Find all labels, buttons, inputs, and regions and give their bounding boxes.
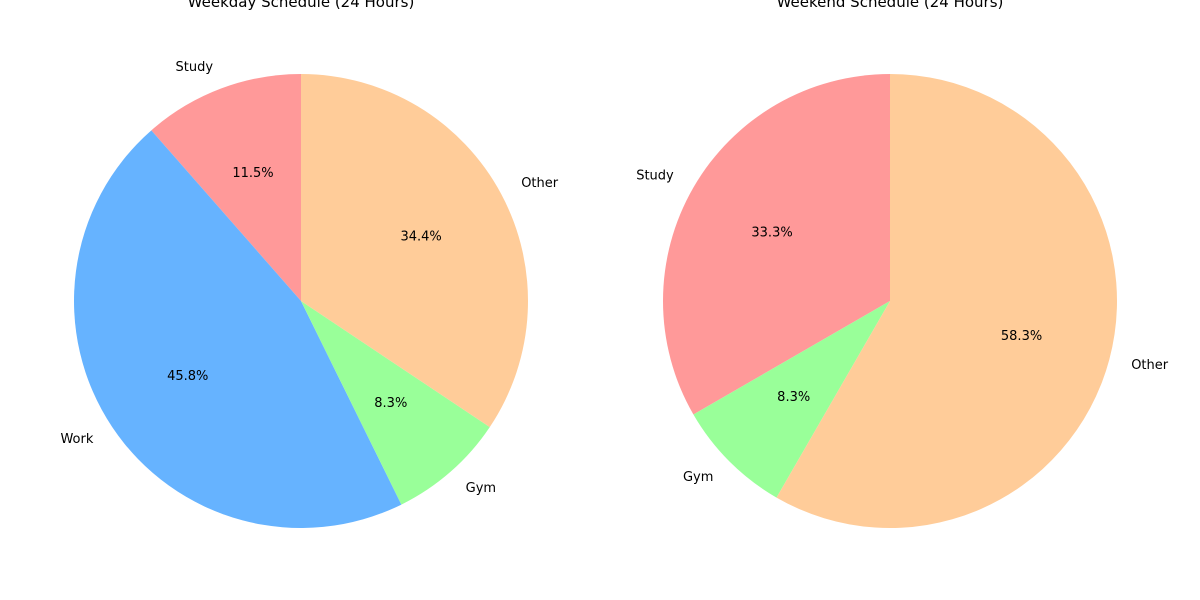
- weekday-label-other: Other: [521, 176, 559, 191]
- weekday-percent-gym: 8.3%: [374, 396, 407, 411]
- weekend-pie-slices: Study 33.3% Gym 8.3% Other 58.3%: [636, 74, 1169, 528]
- weekday-percent-study: 11.5%: [232, 166, 273, 181]
- weekday-label-study: Study: [175, 60, 213, 75]
- weekday-slice-study: [151, 74, 301, 301]
- weekday-slice-work: [74, 130, 402, 528]
- weekend-percent-gym: 8.3%: [777, 390, 810, 405]
- weekend-label-other: Other: [1131, 358, 1169, 373]
- weekday-pie-chart: Weekday Schedule (24 Hours) Study 11.5% Wo…: [60, 0, 559, 528]
- weekend-slice-other: [776, 74, 1117, 528]
- weekend-pie-chart: Weekend Schedule (24 Hours) Study 33.3% Gy…: [636, 0, 1169, 528]
- weekday-label-gym: Gym: [466, 481, 496, 496]
- weekday-pie-slices: Study 11.5% Work 45.8% Gym 8.3% Other 34.4%: [60, 60, 559, 528]
- weekend-slice-study: [663, 74, 890, 415]
- weekday-slice-gym: [301, 301, 490, 505]
- weekday-label-work: Work: [60, 432, 93, 447]
- weekday-percent-work: 45.8%: [167, 369, 208, 384]
- weekend-label-study: Study: [636, 169, 674, 184]
- weekday-slice-other: [301, 73, 528, 428]
- weekend-chart-title: Weekend Schedule (24 Hours): [777, 0, 1004, 11]
- weekend-percent-other: 58.3%: [1001, 329, 1042, 344]
- weekend-slice-gym: [693, 301, 890, 498]
- weekend-percent-study: 33.3%: [751, 225, 792, 240]
- weekday-percent-other: 34.4%: [400, 229, 441, 244]
- weekend-label-gym: Gym: [683, 470, 713, 485]
- weekday-chart-title: Weekday Schedule (24 Hours): [188, 0, 415, 11]
